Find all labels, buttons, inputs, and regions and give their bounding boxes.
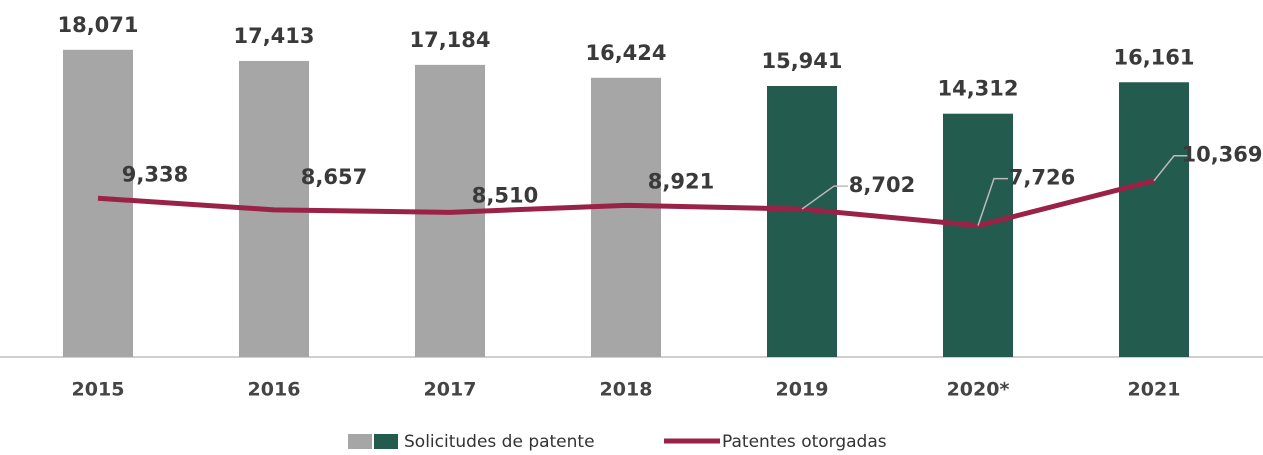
bar [63,49,133,357]
bar-value-label: 16,424 [585,41,666,65]
x-tick-label: 2021 [1128,379,1181,401]
bar-value-label: 16,161 [1113,45,1194,69]
leader-line [1153,154,1188,182]
legend-label: Patentes otorgadas [722,432,887,452]
x-tick-label: 2017 [424,379,477,401]
bar [767,86,837,358]
bar-value-label: 18,071 [57,13,138,37]
bar-value-label: 14,312 [937,77,1018,101]
line-value-label: 8,510 [472,183,538,207]
x-tick-label: 2016 [248,379,301,401]
line-value-label: 8,702 [849,173,915,197]
x-tick-label: 2020* [947,379,1010,401]
bar-value-label: 15,941 [761,49,842,73]
leader-line [801,185,848,210]
bar [1119,82,1189,357]
x-tick-label: 2018 [600,379,653,401]
line-value-label: 9,338 [122,162,188,186]
bar [943,113,1013,357]
line-value-label: 8,921 [648,169,714,193]
line-value-label: 8,657 [301,165,367,189]
leader-line [977,177,1008,226]
line-value-label: 7,726 [1009,166,1075,190]
bar-value-label: 17,184 [409,28,490,52]
bar [591,77,661,358]
legend-label: Solicitudes de patente [404,432,595,452]
line-value-label: 10,369 [1181,143,1262,167]
x-tick-label: 2015 [72,379,125,401]
legend-swatch [374,434,398,449]
x-tick-label: 2019 [776,379,829,401]
bar-value-label: 17,413 [233,24,314,48]
legend-swatch [348,434,372,449]
